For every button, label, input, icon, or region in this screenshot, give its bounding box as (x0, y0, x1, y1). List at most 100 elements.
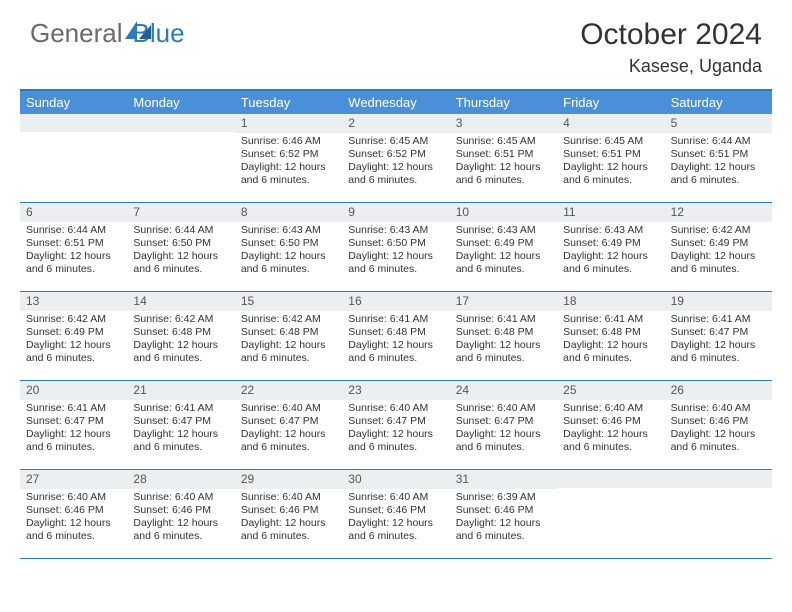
day-cell (127, 114, 234, 202)
daylight-line: Daylight: 12 hours and 6 minutes. (348, 250, 443, 276)
day-cell: 7Sunrise: 6:44 AMSunset: 6:50 PMDaylight… (127, 203, 234, 291)
page-header: General Blue October 2024 Kasese, Uganda (0, 0, 792, 89)
sunset-line: Sunset: 6:50 PM (133, 237, 228, 250)
sunrise-line: Sunrise: 6:43 AM (456, 224, 551, 237)
sunset-line: Sunset: 6:47 PM (133, 415, 228, 428)
sunrise-line: Sunrise: 6:42 AM (133, 313, 228, 326)
daylight-line: Daylight: 12 hours and 6 minutes. (456, 161, 551, 187)
sunrise-line: Sunrise: 6:40 AM (563, 402, 658, 415)
day-number: 15 (235, 292, 342, 311)
day-cell: 2Sunrise: 6:45 AMSunset: 6:52 PMDaylight… (342, 114, 449, 202)
day-number: 27 (20, 470, 127, 489)
day-number: 10 (450, 203, 557, 222)
daylight-line: Daylight: 12 hours and 6 minutes. (133, 517, 228, 543)
day-number: 3 (450, 114, 557, 133)
week-row: 6Sunrise: 6:44 AMSunset: 6:51 PMDaylight… (20, 203, 772, 292)
brand-logo: General Blue (30, 18, 185, 49)
day-details: Sunrise: 6:44 AMSunset: 6:51 PMDaylight:… (20, 222, 127, 281)
day-details: Sunrise: 6:41 AMSunset: 6:48 PMDaylight:… (342, 311, 449, 370)
week-row: 1Sunrise: 6:46 AMSunset: 6:52 PMDaylight… (20, 114, 772, 203)
sunset-line: Sunset: 6:52 PM (241, 148, 336, 161)
sunset-line: Sunset: 6:50 PM (348, 237, 443, 250)
sunset-line: Sunset: 6:48 PM (456, 326, 551, 339)
day-cell: 15Sunrise: 6:42 AMSunset: 6:48 PMDayligh… (235, 292, 342, 380)
day-details: Sunrise: 6:40 AMSunset: 6:46 PMDaylight:… (557, 400, 664, 459)
sunset-line: Sunset: 6:46 PM (348, 504, 443, 517)
day-details: Sunrise: 6:40 AMSunset: 6:46 PMDaylight:… (342, 489, 449, 548)
day-number: 21 (127, 381, 234, 400)
sunrise-line: Sunrise: 6:40 AM (456, 402, 551, 415)
daylight-line: Daylight: 12 hours and 6 minutes. (241, 339, 336, 365)
daylight-line: Daylight: 12 hours and 6 minutes. (133, 250, 228, 276)
sunset-line: Sunset: 6:51 PM (671, 148, 766, 161)
day-cell (20, 114, 127, 202)
day-number: 13 (20, 292, 127, 311)
day-details: Sunrise: 6:43 AMSunset: 6:49 PMDaylight:… (450, 222, 557, 281)
daylight-line: Daylight: 12 hours and 6 minutes. (456, 428, 551, 454)
sunrise-line: Sunrise: 6:40 AM (671, 402, 766, 415)
daylight-line: Daylight: 12 hours and 6 minutes. (456, 339, 551, 365)
sunrise-line: Sunrise: 6:42 AM (671, 224, 766, 237)
location-label: Kasese, Uganda (580, 56, 762, 77)
brand-word-1: General (30, 18, 123, 49)
sunset-line: Sunset: 6:46 PM (241, 504, 336, 517)
sunrise-line: Sunrise: 6:45 AM (563, 135, 658, 148)
day-number: 14 (127, 292, 234, 311)
sail-icon (125, 21, 151, 39)
sunrise-line: Sunrise: 6:42 AM (26, 313, 121, 326)
sunset-line: Sunset: 6:49 PM (456, 237, 551, 250)
day-details: Sunrise: 6:39 AMSunset: 6:46 PMDaylight:… (450, 489, 557, 548)
day-number: 31 (450, 470, 557, 489)
day-details: Sunrise: 6:45 AMSunset: 6:51 PMDaylight:… (450, 133, 557, 192)
day-number: 24 (450, 381, 557, 400)
sunrise-line: Sunrise: 6:41 AM (348, 313, 443, 326)
day-cell: 28Sunrise: 6:40 AMSunset: 6:46 PMDayligh… (127, 470, 234, 558)
day-details: Sunrise: 6:41 AMSunset: 6:48 PMDaylight:… (557, 311, 664, 370)
daylight-line: Daylight: 12 hours and 6 minutes. (26, 517, 121, 543)
day-details: Sunrise: 6:42 AMSunset: 6:48 PMDaylight:… (127, 311, 234, 370)
day-cell: 31Sunrise: 6:39 AMSunset: 6:46 PMDayligh… (450, 470, 557, 558)
day-details: Sunrise: 6:41 AMSunset: 6:48 PMDaylight:… (450, 311, 557, 370)
day-number: 17 (450, 292, 557, 311)
day-cell (557, 470, 664, 558)
day-details: Sunrise: 6:40 AMSunset: 6:46 PMDaylight:… (20, 489, 127, 548)
day-details: Sunrise: 6:42 AMSunset: 6:49 PMDaylight:… (20, 311, 127, 370)
sunrise-line: Sunrise: 6:43 AM (348, 224, 443, 237)
day-details: Sunrise: 6:40 AMSunset: 6:46 PMDaylight:… (127, 489, 234, 548)
day-cell: 17Sunrise: 6:41 AMSunset: 6:48 PMDayligh… (450, 292, 557, 380)
day-details: Sunrise: 6:42 AMSunset: 6:48 PMDaylight:… (235, 311, 342, 370)
day-number (665, 470, 772, 488)
day-details: Sunrise: 6:41 AMSunset: 6:47 PMDaylight:… (665, 311, 772, 370)
sunset-line: Sunset: 6:46 PM (671, 415, 766, 428)
day-number: 26 (665, 381, 772, 400)
daylight-line: Daylight: 12 hours and 6 minutes. (671, 339, 766, 365)
daylight-line: Daylight: 12 hours and 6 minutes. (241, 428, 336, 454)
daylight-line: Daylight: 12 hours and 6 minutes. (348, 161, 443, 187)
day-details: Sunrise: 6:41 AMSunset: 6:47 PMDaylight:… (20, 400, 127, 459)
day-number: 19 (665, 292, 772, 311)
dow-header: Friday (557, 91, 664, 114)
sunrise-line: Sunrise: 6:41 AM (133, 402, 228, 415)
daylight-line: Daylight: 12 hours and 6 minutes. (26, 250, 121, 276)
sunset-line: Sunset: 6:51 PM (563, 148, 658, 161)
day-number: 1 (235, 114, 342, 133)
daylight-line: Daylight: 12 hours and 6 minutes. (241, 250, 336, 276)
sunset-line: Sunset: 6:49 PM (563, 237, 658, 250)
day-details: Sunrise: 6:40 AMSunset: 6:46 PMDaylight:… (665, 400, 772, 459)
sunrise-line: Sunrise: 6:41 AM (671, 313, 766, 326)
week-row: 13Sunrise: 6:42 AMSunset: 6:49 PMDayligh… (20, 292, 772, 381)
day-details: Sunrise: 6:44 AMSunset: 6:50 PMDaylight:… (127, 222, 234, 281)
day-number: 7 (127, 203, 234, 222)
day-cell: 10Sunrise: 6:43 AMSunset: 6:49 PMDayligh… (450, 203, 557, 291)
day-cell: 8Sunrise: 6:43 AMSunset: 6:50 PMDaylight… (235, 203, 342, 291)
day-cell: 21Sunrise: 6:41 AMSunset: 6:47 PMDayligh… (127, 381, 234, 469)
sunset-line: Sunset: 6:48 PM (133, 326, 228, 339)
daylight-line: Daylight: 12 hours and 6 minutes. (456, 250, 551, 276)
day-cell: 24Sunrise: 6:40 AMSunset: 6:47 PMDayligh… (450, 381, 557, 469)
sunset-line: Sunset: 6:48 PM (241, 326, 336, 339)
day-cell: 22Sunrise: 6:40 AMSunset: 6:47 PMDayligh… (235, 381, 342, 469)
sunset-line: Sunset: 6:51 PM (26, 237, 121, 250)
sunset-line: Sunset: 6:49 PM (671, 237, 766, 250)
day-cell: 13Sunrise: 6:42 AMSunset: 6:49 PMDayligh… (20, 292, 127, 380)
day-cell: 1Sunrise: 6:46 AMSunset: 6:52 PMDaylight… (235, 114, 342, 202)
